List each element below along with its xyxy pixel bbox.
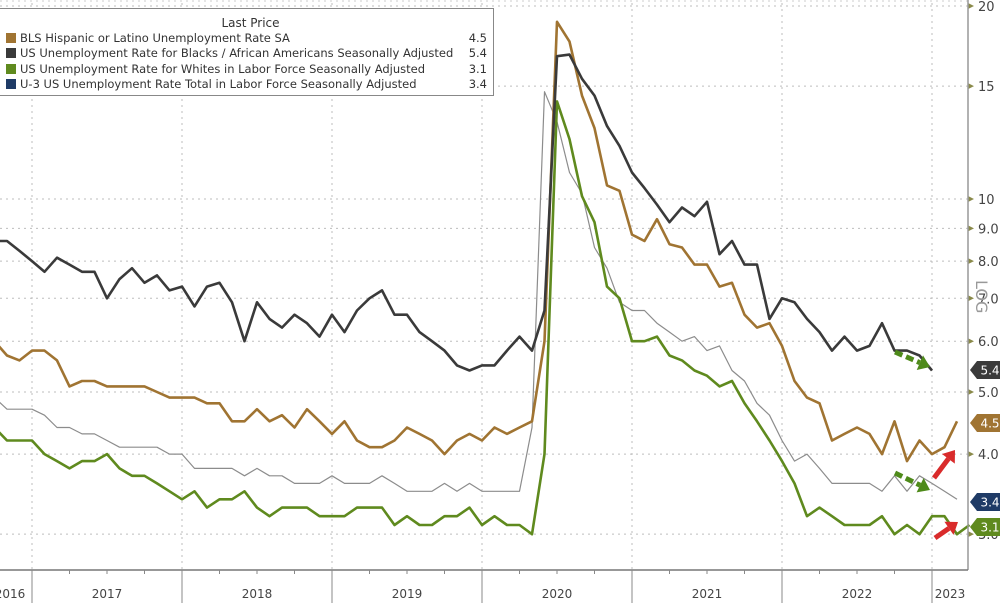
annotation-arrow-shaft	[933, 526, 951, 541]
y-tick-mark	[968, 531, 974, 538]
last-value-badge	[970, 361, 1000, 379]
last-value-badge	[970, 518, 1000, 536]
y-tick-mark	[968, 83, 974, 90]
legend-swatch	[6, 32, 16, 43]
annotation-arrow-head	[942, 450, 955, 464]
x-tick-label: 2016	[0, 587, 25, 601]
last-value-badge-text: 3.4	[980, 496, 999, 510]
y-axis-log-label: LOG	[972, 280, 991, 313]
legend-swatch	[6, 48, 16, 59]
y-tick-label: 15	[978, 80, 995, 95]
annotation-arrow-head	[944, 521, 958, 535]
legend-item: U-3 US Unemployment Rate Total in Labor …	[0, 77, 493, 93]
x-tick-label: 2017	[92, 587, 123, 601]
y-tick-label: 20	[978, 0, 995, 15]
annotation-arrow-shaft	[893, 470, 922, 488]
legend-swatch	[6, 79, 16, 90]
legend-item: BLS Hispanic or Latino Unemployment Rate…	[0, 30, 493, 46]
legend-value: 3.4	[468, 77, 487, 92]
y-tick-mark	[968, 3, 974, 10]
annotation-arrow-shaft	[932, 457, 951, 480]
series-line	[0, 100, 971, 536]
y-tick-mark	[968, 338, 974, 345]
last-value-badge-text: 5.4	[980, 364, 999, 378]
x-tick-label: 2020	[542, 587, 573, 601]
legend-title: Last Price	[221, 16, 280, 30]
x-tick-label: 2018	[242, 587, 273, 601]
legend-value: 3.1	[468, 61, 487, 76]
legend-item: US Unemployment Rate for Blacks / Africa…	[0, 46, 493, 62]
legend-label: BLS Hispanic or Latino Unemployment Rate…	[20, 30, 290, 45]
last-value-badge-text: 3.1	[980, 521, 999, 535]
y-tick-label: 4.0	[978, 448, 999, 463]
y-tick-mark	[968, 451, 974, 458]
series-line	[0, 91, 958, 500]
series-line	[0, 20, 959, 463]
legend-label: U-3 US Unemployment Rate Total in Labor …	[20, 77, 417, 92]
legend-label: US Unemployment Rate for Whites in Labor…	[20, 61, 426, 76]
x-tick-label: 2023	[935, 587, 966, 601]
y-tick-mark	[968, 258, 974, 265]
legend-swatch	[6, 63, 16, 74]
x-tick-label: 2019	[392, 587, 423, 601]
last-value-badge	[970, 493, 1000, 511]
x-tick-label: 2021	[692, 587, 723, 601]
annotation-arrows	[893, 349, 958, 541]
y-tick-label: 9.0	[978, 222, 999, 237]
x-tick-label: 2022	[842, 587, 873, 601]
y-tick-label: 5.0	[978, 386, 999, 401]
series-line	[0, 53, 933, 372]
y-tick-label: 10	[978, 193, 995, 208]
y-tick-mark	[968, 295, 974, 302]
last-value-badge	[970, 414, 1000, 432]
legend-label: US Unemployment Rate for Blacks / Africa…	[20, 46, 454, 61]
annotation-arrow-shaft	[894, 349, 921, 365]
legend: Last Price BLS Hispanic or Latino Unempl…	[0, 8, 494, 96]
annotation-arrow-head	[916, 355, 930, 371]
y-tick-mark	[968, 196, 974, 202]
y-tick-label: 6.0	[978, 335, 999, 350]
annotation-arrow-head	[916, 477, 930, 493]
legend-item: US Unemployment Rate for Whites in Labor…	[0, 61, 493, 77]
y-tick-mark	[968, 225, 974, 232]
y-tick-label: 7.0	[978, 292, 999, 307]
last-value-badge-text: 4.5	[980, 417, 999, 431]
y-tick-label: 8.0	[978, 255, 999, 270]
y-tick-mark	[968, 388, 974, 395]
series-lines	[0, 20, 971, 536]
legend-value: 4.5	[468, 30, 487, 45]
legend-value: 5.4	[468, 46, 487, 61]
last-value-badges: 4.5 5.4 3.1 3.4	[970, 361, 1000, 536]
